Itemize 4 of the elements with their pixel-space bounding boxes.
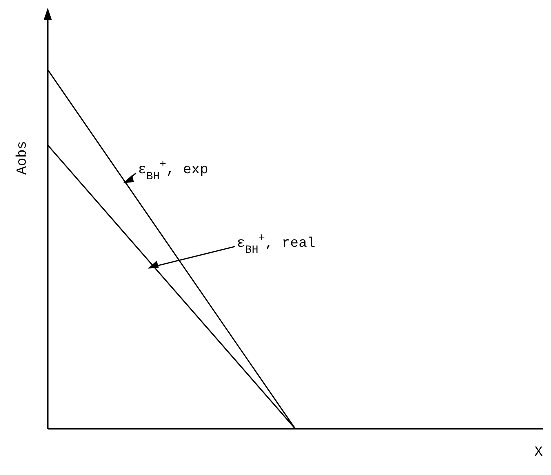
x-axis-title: X	[534, 445, 544, 461]
y-axis-title: Aobs	[15, 141, 31, 175]
annotation: ε$_{BH}$$^{+}$, real	[237, 232, 316, 257]
annotation: ε$_{BH}$$^{+}$, exp	[138, 159, 208, 184]
